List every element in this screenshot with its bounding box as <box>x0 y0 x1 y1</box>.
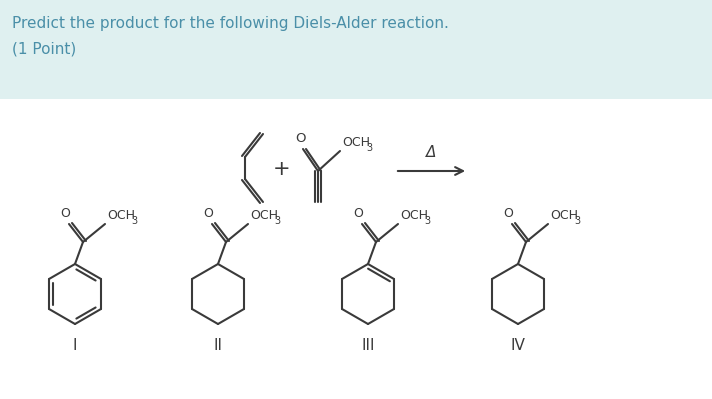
Text: 3: 3 <box>274 216 280 226</box>
Text: OCH: OCH <box>107 209 135 222</box>
Text: OCH: OCH <box>550 209 578 222</box>
Text: 3: 3 <box>574 216 580 226</box>
Text: 3: 3 <box>424 216 430 226</box>
Text: O: O <box>295 132 305 145</box>
Bar <box>0 0 712 100</box>
Text: IV: IV <box>511 338 525 353</box>
Text: O: O <box>203 207 213 220</box>
Text: O: O <box>503 207 513 220</box>
Text: OCH: OCH <box>342 136 370 149</box>
Text: Δ: Δ <box>426 145 436 160</box>
Text: I: I <box>73 338 77 353</box>
Text: II: II <box>214 338 222 353</box>
Text: 3: 3 <box>366 143 372 153</box>
Text: O: O <box>60 207 70 220</box>
Text: 3: 3 <box>131 216 137 226</box>
Text: III: III <box>361 338 375 353</box>
Text: OCH: OCH <box>250 209 278 222</box>
Text: OCH: OCH <box>400 209 428 222</box>
Text: Predict the product for the following Diels-Alder reaction.: Predict the product for the following Di… <box>12 16 449 31</box>
Text: +: + <box>273 159 290 179</box>
Bar <box>0 99 712 399</box>
Text: (1 Point): (1 Point) <box>12 41 76 56</box>
Text: O: O <box>353 207 363 220</box>
